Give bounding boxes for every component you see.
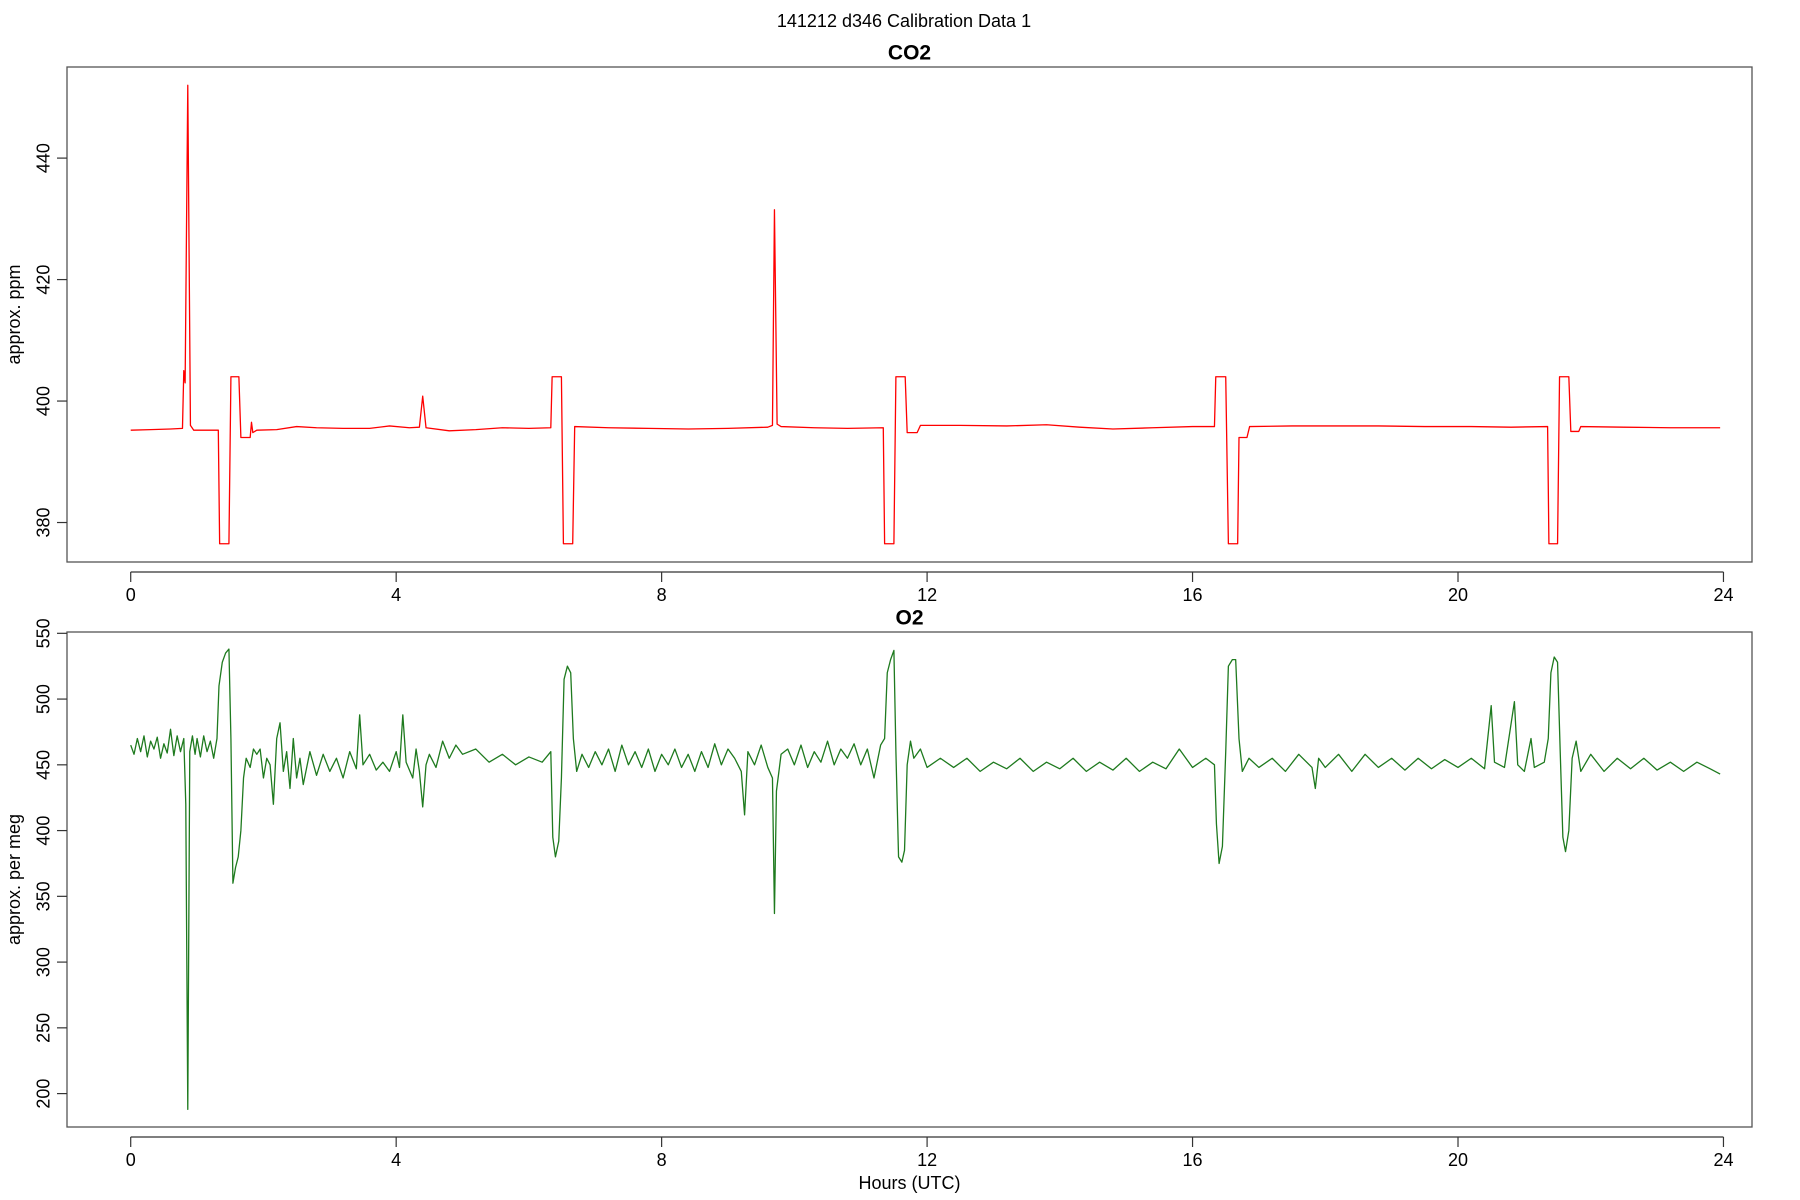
x-tick-label: 24 [1713,585,1733,605]
plot-frame [66,66,1753,563]
y-tick-label: 380 [34,507,54,537]
x-tick-label: 12 [917,585,937,605]
y-tick-label: 420 [34,265,54,295]
x-tick-label: 4 [391,1150,401,1170]
x-tick-label: 16 [1183,1150,1203,1170]
x-tick-label: 20 [1448,1150,1468,1170]
y-tick-label: 500 [34,684,54,714]
panel-title: O2 [895,607,923,630]
plot-frame [66,631,1753,1128]
y-tick-label: 250 [34,1013,54,1043]
y-tick-label: 400 [34,386,54,416]
y-axis-label: approx. per meg [4,814,24,945]
data-line [130,648,1721,1111]
x-tick-label: 4 [391,585,401,605]
x-tick-label: 0 [126,585,136,605]
y-tick-label: 550 [34,618,54,648]
x-tick-label: 24 [1713,1150,1733,1170]
x-tick-label: 0 [126,1150,136,1170]
y-tick-label: 450 [34,750,54,780]
x-axis-label: Hours (UTC) [859,1173,961,1193]
x-tick-label: 12 [917,1150,937,1170]
x-tick-label: 20 [1448,585,1468,605]
y-tick-label: 440 [34,143,54,173]
x-tick-label: 16 [1183,585,1203,605]
y-axis-label: approx. ppm [4,264,24,364]
x-tick-label: 8 [657,585,667,605]
y-tick-label: 350 [34,881,54,911]
x-tick-label: 8 [657,1150,667,1170]
y-tick-label: 300 [34,947,54,977]
panel-title: CO2 [888,42,931,65]
y-tick-label: 200 [34,1079,54,1109]
y-tick-label: 400 [34,816,54,846]
figure-title: 141212 d346 Calibration Data 1 [777,11,1031,31]
data-line [130,84,1721,545]
